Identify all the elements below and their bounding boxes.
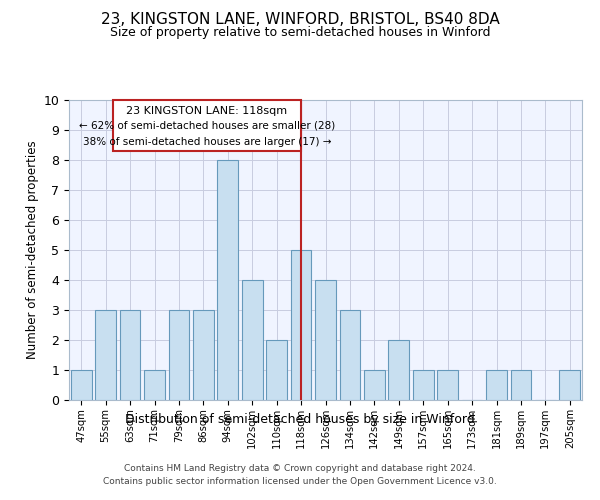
Bar <box>290 250 311 400</box>
Bar <box>217 160 238 400</box>
Bar <box>413 370 434 400</box>
Text: Distribution of semi-detached houses by size in Winford: Distribution of semi-detached houses by … <box>125 412 475 426</box>
Bar <box>486 370 507 400</box>
Bar <box>511 370 532 400</box>
Bar <box>266 340 287 400</box>
Text: Contains HM Land Registry data © Crown copyright and database right 2024.: Contains HM Land Registry data © Crown c… <box>124 464 476 473</box>
FancyBboxPatch shape <box>113 100 301 151</box>
Bar <box>71 370 92 400</box>
Bar <box>144 370 165 400</box>
Bar <box>388 340 409 400</box>
Bar <box>119 310 140 400</box>
Bar <box>315 280 336 400</box>
Text: 23 KINGSTON LANE: 118sqm: 23 KINGSTON LANE: 118sqm <box>127 106 287 116</box>
Y-axis label: Number of semi-detached properties: Number of semi-detached properties <box>26 140 39 360</box>
Text: Size of property relative to semi-detached houses in Winford: Size of property relative to semi-detach… <box>110 26 490 39</box>
Text: ← 62% of semi-detached houses are smaller (28): ← 62% of semi-detached houses are smalle… <box>79 120 335 130</box>
Bar <box>169 310 190 400</box>
Text: 38% of semi-detached houses are larger (17) →: 38% of semi-detached houses are larger (… <box>83 137 331 147</box>
Bar <box>95 310 116 400</box>
Text: Contains public sector information licensed under the Open Government Licence v3: Contains public sector information licen… <box>103 477 497 486</box>
Bar <box>559 370 580 400</box>
Bar <box>193 310 214 400</box>
Text: 23, KINGSTON LANE, WINFORD, BRISTOL, BS40 8DA: 23, KINGSTON LANE, WINFORD, BRISTOL, BS4… <box>101 12 499 28</box>
Bar <box>364 370 385 400</box>
Bar <box>242 280 263 400</box>
Bar <box>437 370 458 400</box>
Bar <box>340 310 361 400</box>
